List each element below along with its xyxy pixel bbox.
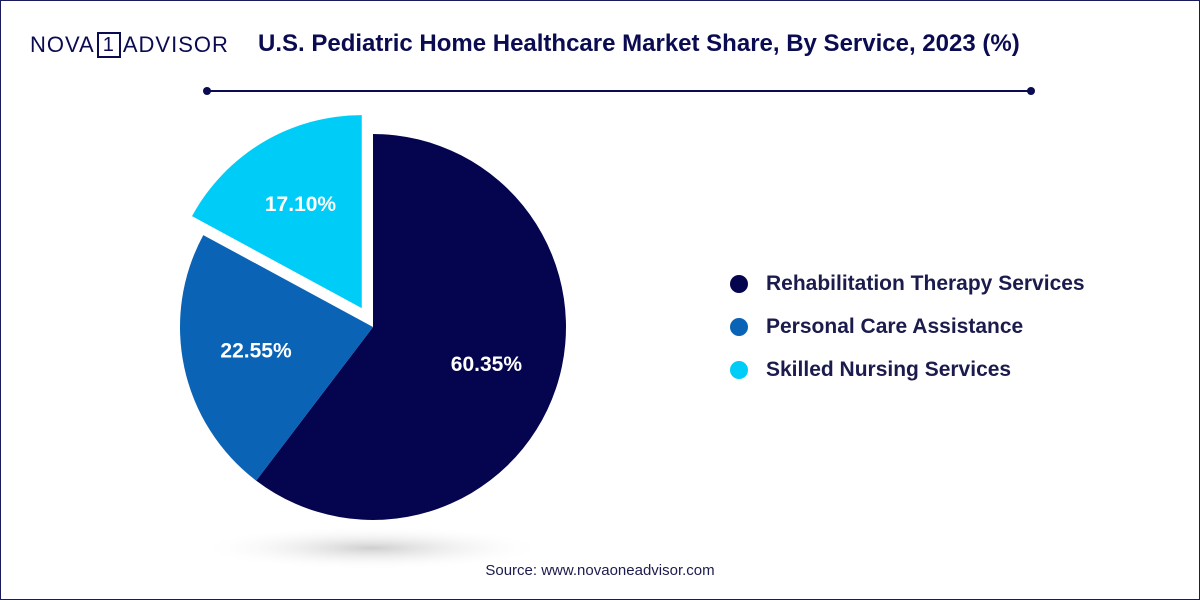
legend-marker xyxy=(730,274,748,293)
pie-slice-skilled-nursing-services xyxy=(192,115,362,309)
pie-shadow xyxy=(197,526,547,570)
source-note: Source: www.novaoneadvisor.com xyxy=(485,562,715,579)
slice-label-rehabilitation-therapy-services: 60.35% xyxy=(451,353,523,376)
slice-label-personal-care-assistance: 22.55% xyxy=(220,340,292,363)
legend-item-rehabilitation-therapy-services: Rehabilitation Therapy Services xyxy=(730,262,1085,305)
pie-slice-personal-care-assistance xyxy=(180,235,373,481)
divider-left-dot xyxy=(203,87,211,95)
logo-text-right: ADVISOR xyxy=(122,32,229,57)
chart-title: U.S. Pediatric Home Healthcare Market Sh… xyxy=(258,30,1020,57)
legend-label: Personal Care Assistance xyxy=(766,314,1024,338)
title-divider xyxy=(203,87,1035,95)
legend-marker xyxy=(730,317,748,336)
divider-right-dot xyxy=(1027,87,1035,95)
legend-item-personal-care-assistance: Personal Care Assistance xyxy=(730,305,1085,348)
slice-label-skilled-nursing-services: 17.10% xyxy=(265,193,337,216)
legend-label: Skilled Nursing Services xyxy=(766,357,1012,381)
chart-legend: Rehabilitation Therapy Services Personal … xyxy=(730,262,1085,391)
legend-marker xyxy=(730,360,748,379)
logo-text-mid: 1 xyxy=(96,32,121,58)
legend-label: Rehabilitation Therapy Services xyxy=(766,271,1085,295)
novaoneadvisor-logo: NOVA 1 ADVISOR xyxy=(30,30,229,60)
logo-text-left: NOVA xyxy=(30,32,95,57)
pie-slice-rehabilitation-therapy-services xyxy=(256,134,566,520)
legend-item-skilled-nursing-services: Skilled Nursing Services xyxy=(730,348,1085,391)
